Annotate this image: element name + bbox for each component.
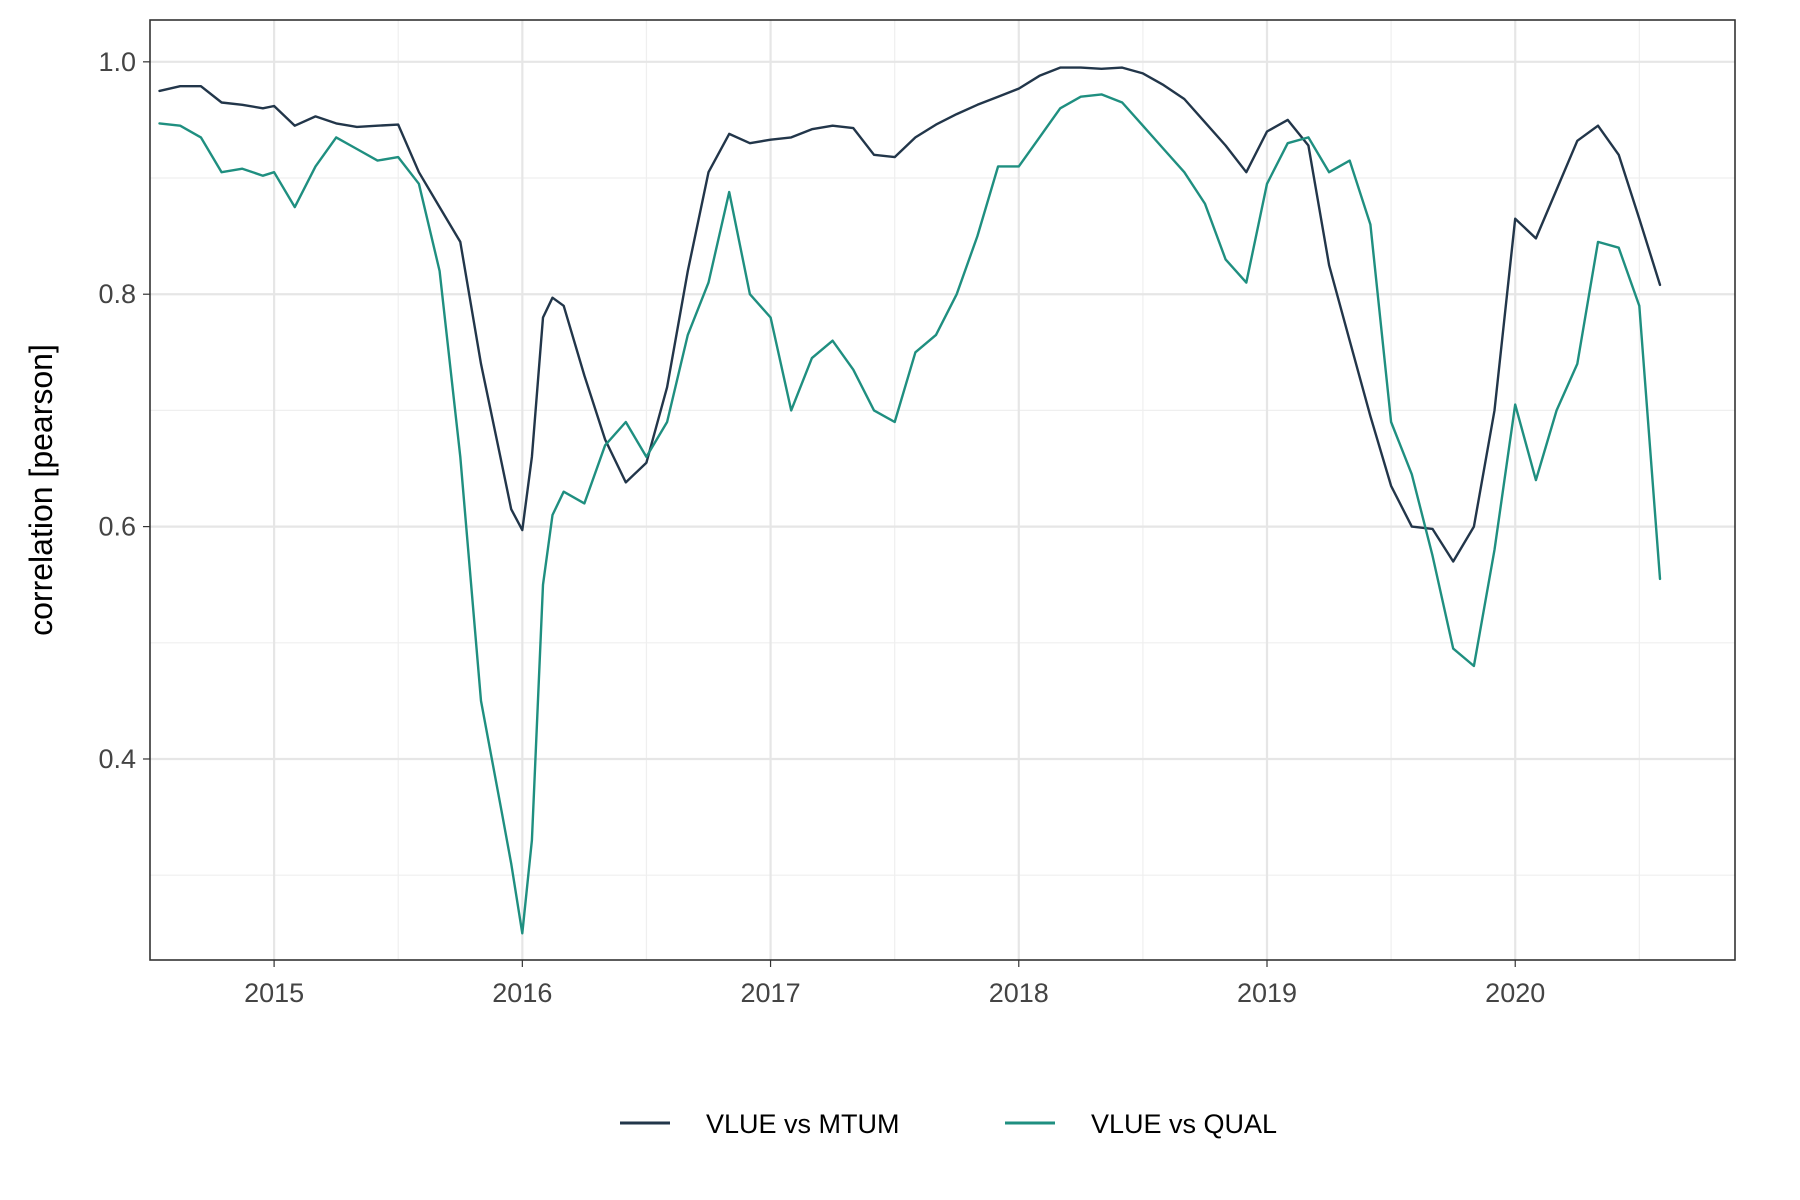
y-tick-label: 0.8 <box>98 279 136 309</box>
legend-label-vlue-vs-qual: VLUE vs QUAL <box>1091 1109 1277 1139</box>
y-axis-title: correlation [pearson] <box>23 344 59 636</box>
y-tick-label: 0.4 <box>98 744 136 774</box>
x-axis-ticks: 2015 2016 2017 2018 2019 2020 <box>244 960 1545 1008</box>
x-tick-label: 2015 <box>244 978 304 1008</box>
x-tick-label: 2018 <box>989 978 1049 1008</box>
legend: VLUE vs MTUM VLUE vs QUAL <box>620 1109 1277 1139</box>
grid-lines <box>150 20 1735 960</box>
y-tick-label: 1.0 <box>98 47 136 77</box>
series-line-vlue-vs-qual <box>158 93 1662 935</box>
plot-panel-border <box>149 19 1736 961</box>
x-tick-label: 2020 <box>1485 978 1545 1008</box>
legend-label-vlue-vs-mtum: VLUE vs MTUM <box>706 1109 900 1139</box>
x-tick-label: 2016 <box>492 978 552 1008</box>
y-axis-ticks: 0.4 0.6 0.8 1.0 <box>98 47 150 774</box>
series-lines <box>158 66 1662 935</box>
x-tick-label: 2017 <box>741 978 801 1008</box>
x-tick-label: 2019 <box>1237 978 1297 1008</box>
series-line-vlue-vs-mtum <box>158 66 1662 563</box>
y-tick-label: 0.6 <box>98 512 136 542</box>
